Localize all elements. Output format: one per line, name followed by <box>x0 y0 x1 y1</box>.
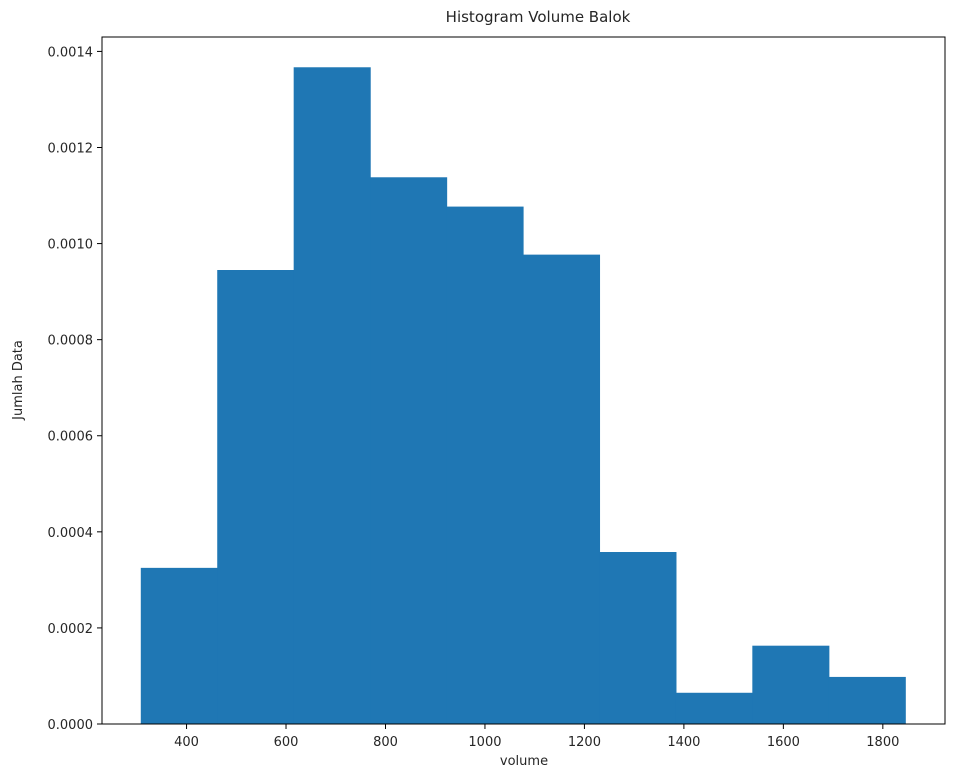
histogram-bar <box>599 552 677 724</box>
x-tick-label: 1800 <box>866 735 899 750</box>
y-tick-label: 0.0008 <box>48 334 94 349</box>
bars-group <box>140 67 906 725</box>
y-tick-label: 0.0006 <box>48 430 94 445</box>
histogram-bar <box>752 645 830 724</box>
histogram-bar <box>675 692 753 724</box>
y-tick-label: 0.0014 <box>48 45 94 60</box>
y-tick-label: 0.0000 <box>48 718 94 733</box>
plot-frame <box>101 36 946 725</box>
x-tick-label: 1200 <box>568 735 601 750</box>
x-tick-label: 1400 <box>667 735 700 750</box>
y-tick-label: 0.0004 <box>48 526 94 541</box>
histogram-bar <box>828 676 906 724</box>
x-tick-label: 400 <box>174 735 199 750</box>
x-tick-label: 600 <box>274 735 299 750</box>
y-tick-label: 0.0002 <box>48 622 94 637</box>
x-tick-label: 1000 <box>468 735 501 750</box>
x-tick-label: 800 <box>373 735 398 750</box>
histogram-bar <box>217 270 295 724</box>
y-axis-label: Jumlah Data <box>11 340 26 421</box>
x-axis-label: volume <box>500 754 548 769</box>
histogram-bar <box>293 67 371 724</box>
x-axis-ticks: 400 600 800 1000 1200 1400 1600 1800 <box>174 724 899 750</box>
histogram-bar <box>370 177 448 724</box>
y-tick-label: 0.0010 <box>48 238 94 253</box>
histogram-bar <box>446 206 524 725</box>
histogram-bar <box>523 254 601 724</box>
y-axis-ticks: 0.0000 0.0002 0.0004 0.0006 0.0008 0.0010 0.00… <box>48 45 102 733</box>
chart-title: Histogram Volume Balok <box>446 8 631 26</box>
y-tick-label: 0.0012 <box>48 141 94 156</box>
x-tick-label: 1600 <box>767 735 800 750</box>
histogram-bar <box>140 567 218 724</box>
